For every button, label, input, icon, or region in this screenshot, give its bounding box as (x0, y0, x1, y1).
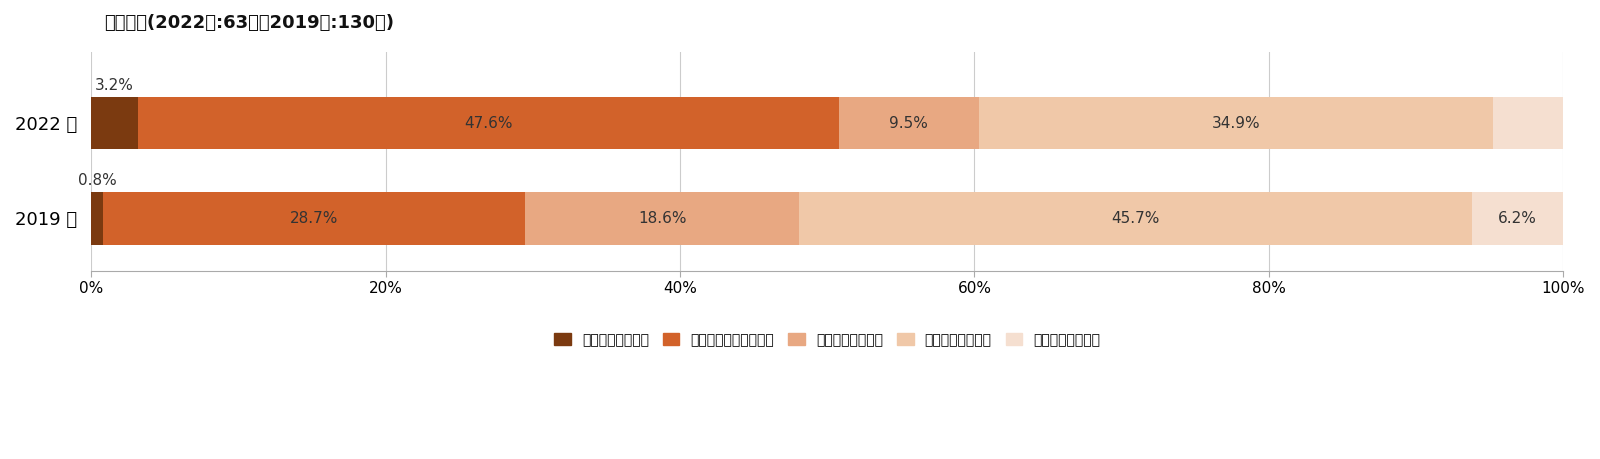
Bar (838, 97, 979, 149)
Text: 0.8%: 0.8% (78, 174, 117, 188)
Bar (525, 192, 800, 245)
Text: 34.9%: 34.9% (1211, 116, 1261, 131)
Text: 3.2%: 3.2% (96, 78, 134, 93)
Bar (1493, 97, 1563, 149)
Legend: ほぼ全領域で実施, 特定の領域でのみ実施, 実施に向け準備中, 検討中、検討予定, 検討の予定もない: ほぼ全領域で実施, 特定の領域でのみ実施, 実施に向け準備中, 検討中、検討予定… (554, 333, 1101, 347)
Text: 47.6%: 47.6% (464, 116, 514, 131)
Bar (91, 97, 138, 149)
Bar (1472, 192, 1563, 245)
Bar (800, 192, 1472, 245)
Bar (979, 97, 1493, 149)
Text: 6.2%: 6.2% (1498, 211, 1538, 226)
Text: 回答企業(2022年:63社、2019年:130社): 回答企業(2022年:63社、2019年:130社) (104, 14, 394, 32)
Text: 45.7%: 45.7% (1112, 211, 1160, 226)
Bar (91, 192, 102, 245)
Text: 9.5%: 9.5% (890, 116, 928, 131)
Bar (102, 192, 525, 245)
Text: 18.6%: 18.6% (638, 211, 686, 226)
Text: 28.7%: 28.7% (290, 211, 338, 226)
Bar (138, 97, 838, 149)
